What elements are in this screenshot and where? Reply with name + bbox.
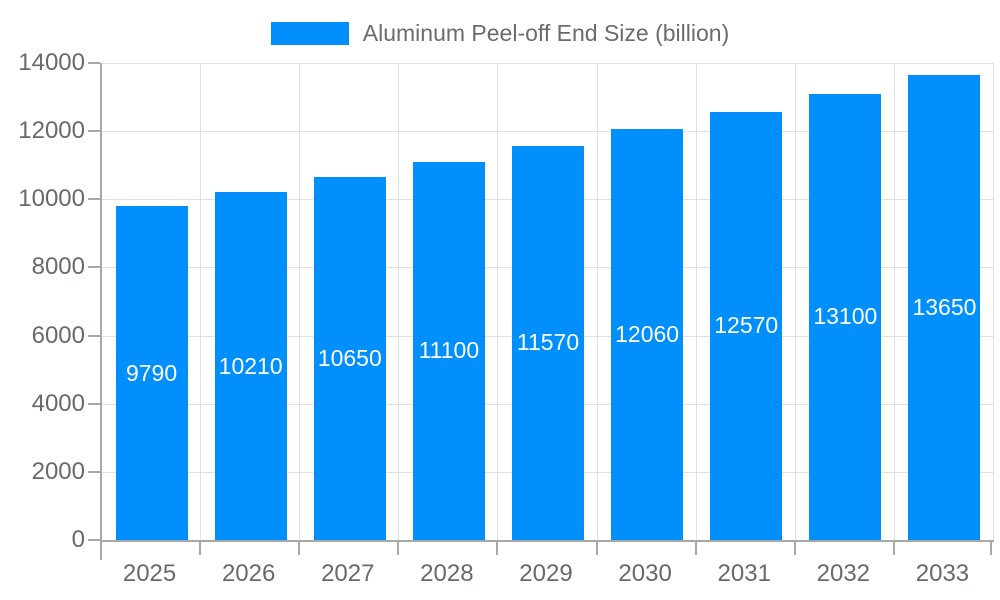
x-tick — [595, 542, 598, 555]
y-tick — [88, 334, 100, 337]
y-axis-label: 2000 — [31, 457, 85, 485]
gridline-h — [102, 131, 994, 133]
y-axis-label: 4000 — [31, 389, 85, 417]
bar-value-label: 13100 — [813, 303, 878, 330]
y-tick — [88, 266, 100, 269]
legend[interactable]: Aluminum Peel-off End Size (billion) — [0, 18, 1000, 48]
y-axis-label: 14000 — [18, 49, 85, 76]
x-tick — [199, 542, 202, 555]
x-axis-label: 2030 — [618, 560, 672, 587]
gridline-v — [794, 63, 796, 540]
x-axis-label: 2028 — [420, 560, 474, 587]
y-axis-label: 6000 — [31, 321, 85, 349]
x-axis-label: 2025 — [122, 560, 177, 587]
bar-2025[interactable]: 9790 — [115, 206, 188, 540]
x-tick — [694, 542, 697, 555]
y-tick — [88, 62, 100, 64]
bar-2028[interactable]: 11100 — [412, 161, 485, 540]
gridline-v — [596, 63, 598, 540]
x-axis-label: 2029 — [519, 560, 573, 587]
y-tick — [88, 470, 100, 473]
bar-value-label: 11570 — [516, 329, 580, 356]
x-axis-label: 2026 — [221, 560, 276, 587]
x-axis-label: 2033 — [915, 560, 970, 587]
bar-2032[interactable]: 13100 — [809, 93, 882, 540]
x-tick — [298, 542, 301, 555]
gridline-v — [893, 63, 895, 540]
y-tick — [88, 130, 100, 133]
bar-2027[interactable]: 10650 — [313, 177, 386, 540]
x-axis-label: 2027 — [321, 560, 375, 587]
y-axis-label: 12000 — [18, 117, 85, 145]
legend-swatch-icon — [270, 21, 349, 45]
bar-value-label: 12570 — [714, 312, 779, 339]
bar-2030[interactable]: 12060 — [611, 129, 684, 540]
bar-2026[interactable]: 10210 — [214, 192, 287, 540]
y-axis-label: 0 — [71, 526, 85, 553]
gridline-v — [993, 63, 994, 540]
x-axis-label: 2032 — [816, 560, 871, 587]
x-axis-label: 2031 — [717, 560, 771, 587]
x-tick — [793, 542, 796, 555]
plot-area: 9790 10210 10650 11100 11570 12060 12570 13100 1… — [100, 63, 994, 542]
legend-label: Aluminum Peel-off End Size (billion) — [362, 19, 730, 46]
x-tick — [397, 542, 400, 555]
x-tick — [100, 542, 102, 560]
gridline-v — [695, 63, 697, 540]
y-axis-label: 8000 — [31, 253, 85, 281]
bar-value-label: 10650 — [317, 345, 382, 372]
y-tick — [88, 539, 100, 541]
bar-2031[interactable]: 12570 — [710, 111, 783, 540]
bar-value-label: 12060 — [615, 321, 680, 348]
gridline-v — [200, 63, 202, 540]
y-tick — [88, 198, 100, 201]
x-tick — [496, 542, 499, 555]
bar-2033[interactable]: 13650 — [908, 74, 981, 540]
gridline-v — [299, 63, 301, 540]
gridline-v — [497, 63, 499, 540]
y-tick — [88, 402, 100, 405]
bar-value-label: 10210 — [218, 352, 283, 379]
gridline-v — [398, 63, 400, 540]
bar-2029[interactable]: 11570 — [512, 145, 584, 540]
x-tick — [990, 542, 992, 555]
x-tick — [892, 542, 895, 555]
bar-value-label: 9790 — [125, 359, 178, 386]
bar-value-label: 11100 — [418, 337, 480, 364]
y-axis-label: 10000 — [18, 185, 85, 213]
bar-value-label: 13650 — [912, 293, 977, 320]
gridline-h — [102, 63, 994, 64]
